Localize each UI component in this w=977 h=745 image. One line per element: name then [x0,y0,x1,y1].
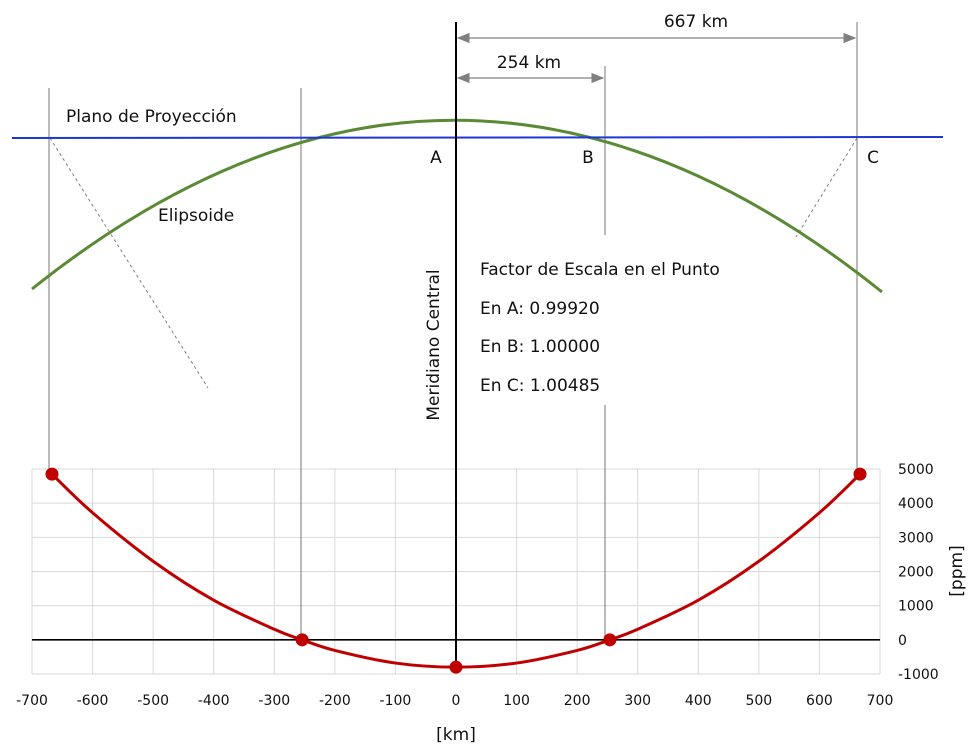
curve-marker [853,467,867,481]
point-label-c: C [867,148,879,168]
scale-factor-title: Factor de Escala en el Punto [480,260,720,280]
projection-plane-line [11,136,944,139]
y-tick-label: 0 [898,633,907,649]
curve-marker [45,467,59,481]
construction-line-right [795,137,858,238]
x-tick-label: 400 [685,693,712,709]
x-tick-label: 500 [745,693,772,709]
construction-line-left [49,137,209,389]
x-tick-label: 300 [624,693,651,709]
x-tick-label: -100 [380,693,412,709]
y-tick-label: 3000 [898,530,934,546]
scale-factor-b: En B: 1.00000 [480,337,600,357]
scale-factor-a: En A: 0.99920 [480,299,600,319]
point-label-a: A [430,148,442,168]
x-tick-label: -600 [77,693,109,709]
x-tick-label: 0 [452,693,461,709]
dimension-label-ac: 667 km [664,12,728,32]
point-label-b: B [582,148,594,168]
x-tick-label: 200 [564,693,591,709]
y-tick-label: 2000 [898,565,934,581]
x-axis-title: [km] [436,725,476,745]
central-meridian-label: Meridiano Central [424,269,444,420]
y-tick-label: 4000 [898,496,934,512]
chart-tick-labels: -700 -600 -500 -400 -300 -200 -100 0 100 200 300 40… [16,462,939,709]
y-tick-label: 5000 [898,462,934,478]
y-axis-title: [ppm] [947,545,967,596]
projection-plane-label: Plano de Proyección [66,107,237,127]
x-tick-label: -400 [198,693,230,709]
dimension-label-ab: 254 km [497,53,561,73]
x-tick-label: 100 [503,693,530,709]
x-tick-label: -700 [16,693,48,709]
ellipsoid-label: Elipsoide [158,206,234,226]
x-tick-label: 700 [867,693,894,709]
curve-marker [295,633,309,647]
curve-marker [449,660,463,674]
curve-markers [45,467,867,674]
y-tick-label: -1000 [898,667,939,683]
scale-factor-c: En C: 1.00485 [480,376,600,396]
x-tick-label: -200 [319,693,351,709]
curve-marker [603,633,617,647]
x-tick-label: 600 [806,693,833,709]
y-tick-label: 1000 [898,599,934,615]
x-tick-label: -300 [258,693,290,709]
x-tick-label: -500 [137,693,169,709]
